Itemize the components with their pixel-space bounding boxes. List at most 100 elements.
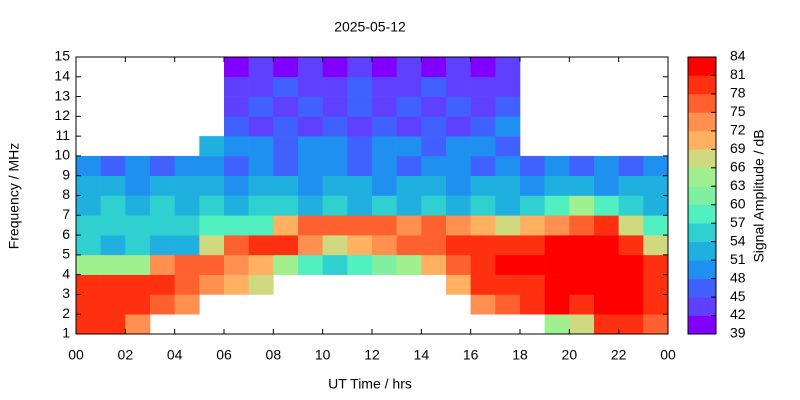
y-tick-label: 5 (62, 246, 70, 262)
heatmap-cell (347, 254, 373, 275)
heatmap-cell (520, 294, 545, 315)
heatmap-cell (174, 294, 200, 315)
heatmap-cell (174, 195, 200, 216)
heatmap-cell (150, 155, 175, 177)
colorbar-segment (688, 315, 716, 335)
heatmap-cell (421, 195, 447, 216)
heatmap-cell (569, 215, 595, 236)
heatmap-cell (248, 195, 274, 216)
heatmap-cell (273, 96, 299, 117)
heatmap-cell (322, 175, 348, 196)
heatmap-cell (643, 235, 669, 256)
heatmap-cell (248, 274, 274, 295)
heatmap-cell (199, 254, 225, 275)
heatmap-cell (520, 235, 545, 256)
heatmap-cell (396, 136, 422, 157)
heatmap-cell (125, 274, 151, 295)
heatmap-cell (618, 294, 644, 315)
heatmap-cell (495, 136, 521, 157)
heatmap-cell (273, 57, 299, 78)
heatmap-cell (322, 116, 348, 137)
heatmap-cell (248, 76, 274, 97)
heatmap-cell (372, 254, 397, 275)
heatmap-cell (224, 76, 249, 97)
heatmap-cell (248, 215, 274, 236)
heatmap-cell (150, 254, 175, 275)
heatmap-cell (618, 215, 644, 236)
heatmap-cell (347, 155, 373, 177)
heatmap-cell (224, 274, 249, 295)
heatmap-cell (100, 215, 126, 236)
heatmap-cell (248, 96, 274, 117)
heatmap-cell (446, 76, 471, 97)
heatmap-cell (174, 274, 200, 295)
heatmap-cell (298, 215, 323, 236)
y-tick-label: 10 (54, 147, 70, 163)
heatmap-cell (618, 314, 644, 335)
heatmap-cell (446, 136, 471, 157)
heatmap-cell (248, 235, 274, 256)
heatmap-cell (421, 96, 447, 117)
heatmap-cell (495, 155, 521, 177)
x-tick-label: 04 (167, 347, 183, 363)
colorbar-frame (687, 56, 717, 335)
heatmap-cell (125, 294, 151, 315)
heatmap-cell (594, 175, 619, 196)
heatmap-cell (322, 195, 348, 216)
heatmap-cell (298, 195, 323, 216)
heatmap-cell (372, 175, 397, 196)
colorbar-segment (688, 186, 716, 206)
y-tick-label: 12 (54, 107, 70, 123)
y-tick-label: 6 (62, 226, 70, 242)
heatmap-cell (298, 57, 323, 78)
colorbar-tick-label: 51 (730, 251, 746, 267)
heatmap-cell (322, 136, 348, 157)
heatmap-cell (100, 235, 126, 256)
colorbar-tick-label: 45 (730, 288, 746, 304)
heatmap-cell (569, 314, 595, 335)
heatmap-cell (298, 116, 323, 137)
heatmap-cell (495, 195, 521, 216)
x-tick-label: 16 (463, 347, 479, 363)
heatmap-cell (322, 57, 348, 78)
heatmap-cell (150, 274, 175, 295)
heatmap-cell (298, 155, 323, 177)
heatmap-cell (470, 254, 496, 275)
heatmap-cell (322, 96, 348, 117)
heatmap-cell (495, 235, 521, 256)
heatmap-cell (174, 175, 200, 196)
colorbar-segment (688, 112, 716, 132)
y-tick-label: 4 (62, 265, 70, 281)
heatmap-cell (594, 155, 619, 177)
heatmap-cell (421, 235, 447, 256)
heatmap-cell (150, 175, 175, 196)
heatmap-cell (470, 116, 496, 137)
heatmap-cell (643, 175, 669, 196)
heatmap-cell (273, 215, 299, 236)
heatmap-cell (544, 195, 570, 216)
heatmap-cell (396, 155, 422, 177)
heatmap-cell (150, 294, 175, 315)
heatmap-cell (643, 215, 669, 236)
heatmap-cell (396, 254, 422, 275)
colorbar-segment (688, 130, 716, 150)
heatmap-cell (248, 175, 274, 196)
heatmap-cell (569, 274, 595, 295)
heatmap-cell (174, 254, 200, 275)
heatmap-cell (495, 96, 521, 117)
heatmap-cell (544, 155, 570, 177)
heatmap-cell (322, 76, 348, 97)
heatmap-cell (273, 155, 299, 177)
colorbar-tick-label: 78 (730, 85, 746, 101)
heatmap-cell (470, 215, 496, 236)
heatmap-cell (347, 96, 373, 117)
heatmap-cell (76, 254, 101, 275)
heatmap-cell (125, 175, 151, 196)
heatmap-cell (396, 175, 422, 196)
heatmap-cell (446, 254, 471, 275)
heatmap-cell (396, 76, 422, 97)
heatmap-cell (446, 235, 471, 256)
heatmap-cell (298, 136, 323, 157)
heatmap-cell (150, 235, 175, 256)
heatmap-cell (643, 254, 669, 275)
